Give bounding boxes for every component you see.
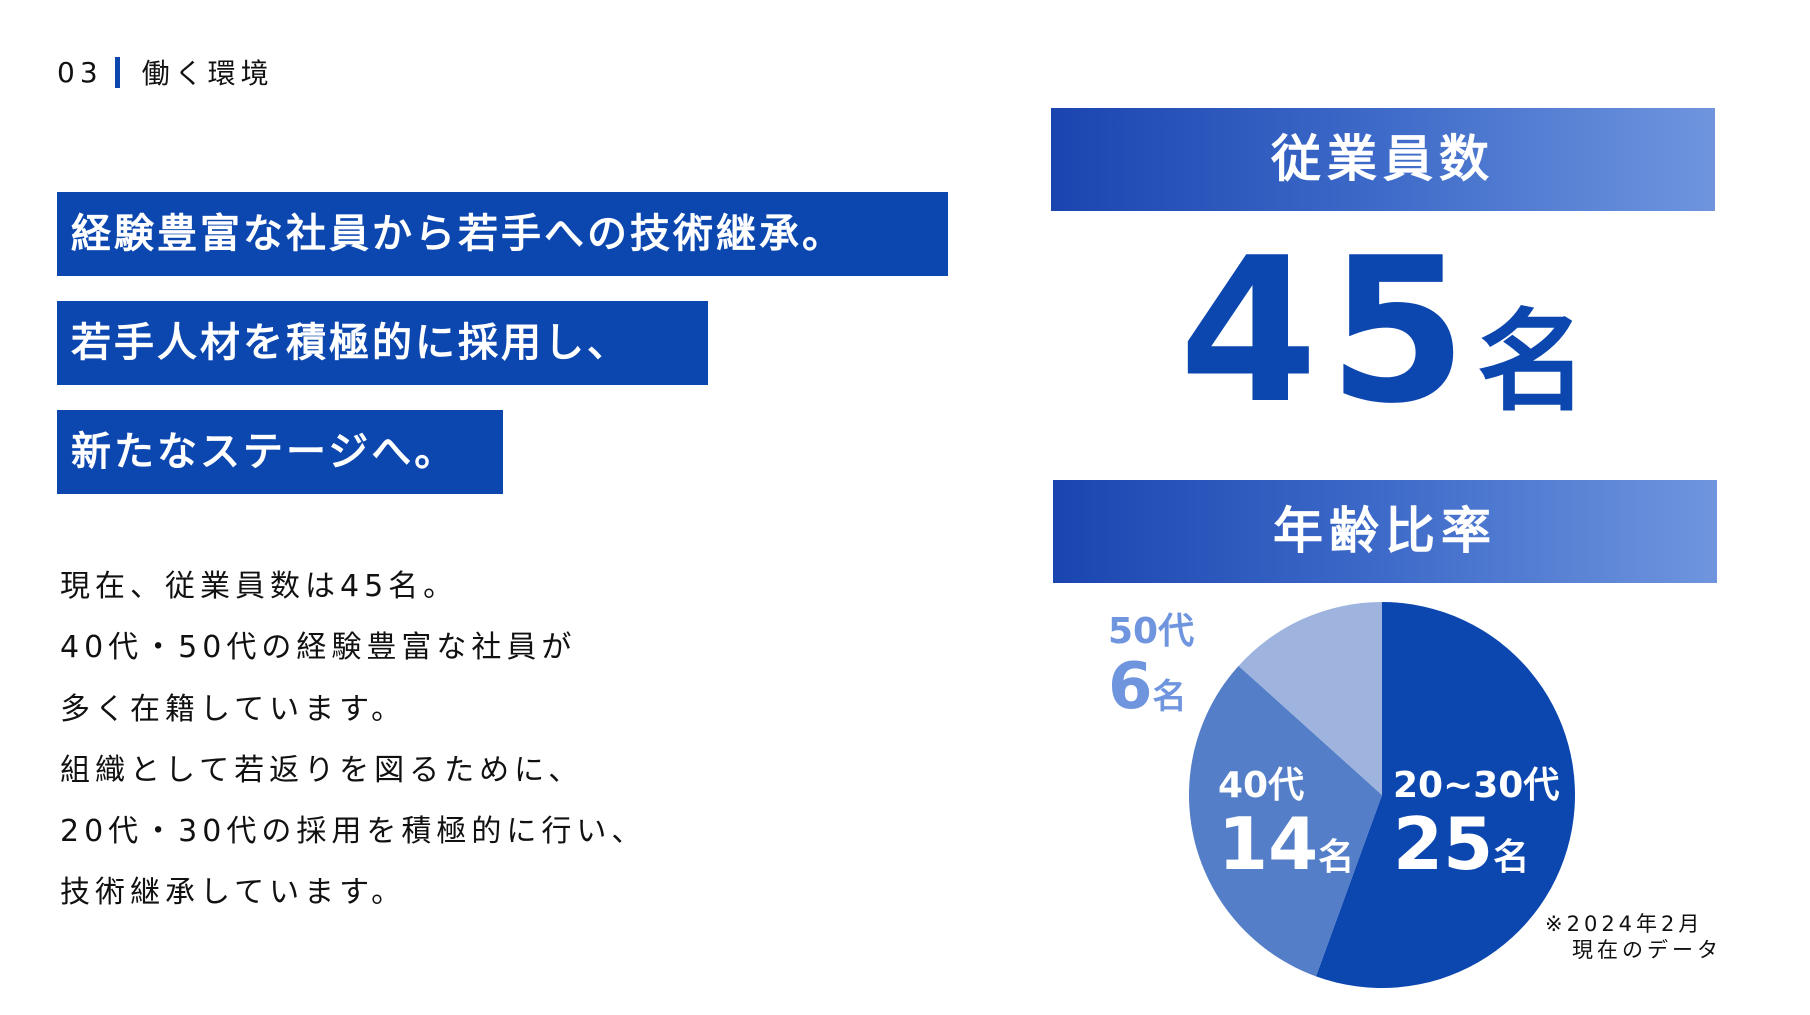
- section-divider: [114, 56, 120, 88]
- label-50s-category: 50代: [1108, 611, 1195, 652]
- label-40s-unit: 名: [1318, 837, 1355, 878]
- label-50s: 50代 6名: [1108, 602, 1194, 724]
- label-20-30s-value: 25: [1393, 802, 1494, 886]
- section-header: 03 働く環境: [57, 52, 274, 92]
- label-20-30s-category: 20~30代: [1393, 765, 1560, 806]
- label-20-30s-unit: 名: [1493, 837, 1530, 878]
- headline-3: 新たなステージへ。: [57, 410, 503, 494]
- body-line: 技術継承しています。: [60, 875, 407, 911]
- label-50s-unit: 名: [1152, 677, 1187, 717]
- label-50s-value: 6: [1108, 650, 1153, 724]
- body-line: 組織として若返りを図るために、: [60, 752, 584, 788]
- employees-banner: 従業員数: [1051, 108, 1715, 211]
- employee-count-number: 45: [1178, 215, 1478, 448]
- section-number: 03: [57, 55, 103, 89]
- body-line: 20代・30代の採用を積極的に行い、: [60, 814, 647, 850]
- label-40s-value: 14: [1218, 802, 1319, 886]
- body-line: 現在、従業員数は45名。: [60, 569, 459, 604]
- headline-2: 若手人材を積極的に採用し、: [57, 301, 708, 385]
- slice-40s: [1189, 665, 1382, 977]
- employee-count-unit: 名: [1477, 298, 1588, 426]
- label-20-30s: 20~30代 25名: [1393, 756, 1559, 886]
- data-note: ※2024年2月 現在のデータ: [1545, 911, 1722, 963]
- note-caption: 現在のデータ: [1572, 938, 1722, 962]
- headline-1: 経験豊富な社員から若手への技術継承。: [57, 192, 948, 276]
- body-text: 現在、従業員数は45名。 40代・50代の経験豊富な社員が 多く在籍しています。…: [60, 556, 646, 924]
- label-40s-category: 40代: [1218, 765, 1305, 806]
- employee-count: 45名: [1051, 222, 1715, 442]
- note-date: ※2024年2月: [1545, 912, 1704, 936]
- slice-20-30s: [1315, 602, 1575, 988]
- section-title: 働く環境: [141, 57, 274, 90]
- body-line: 40代・50代の経験豊富な社員が: [60, 630, 577, 666]
- age-pie-chart: [1189, 602, 1575, 988]
- slice-50s: [1238, 602, 1382, 795]
- label-40s: 40代 14名: [1218, 756, 1354, 886]
- age-ratio-banner: 年齢比率: [1053, 480, 1717, 583]
- body-line: 多く在籍しています。: [60, 691, 407, 727]
